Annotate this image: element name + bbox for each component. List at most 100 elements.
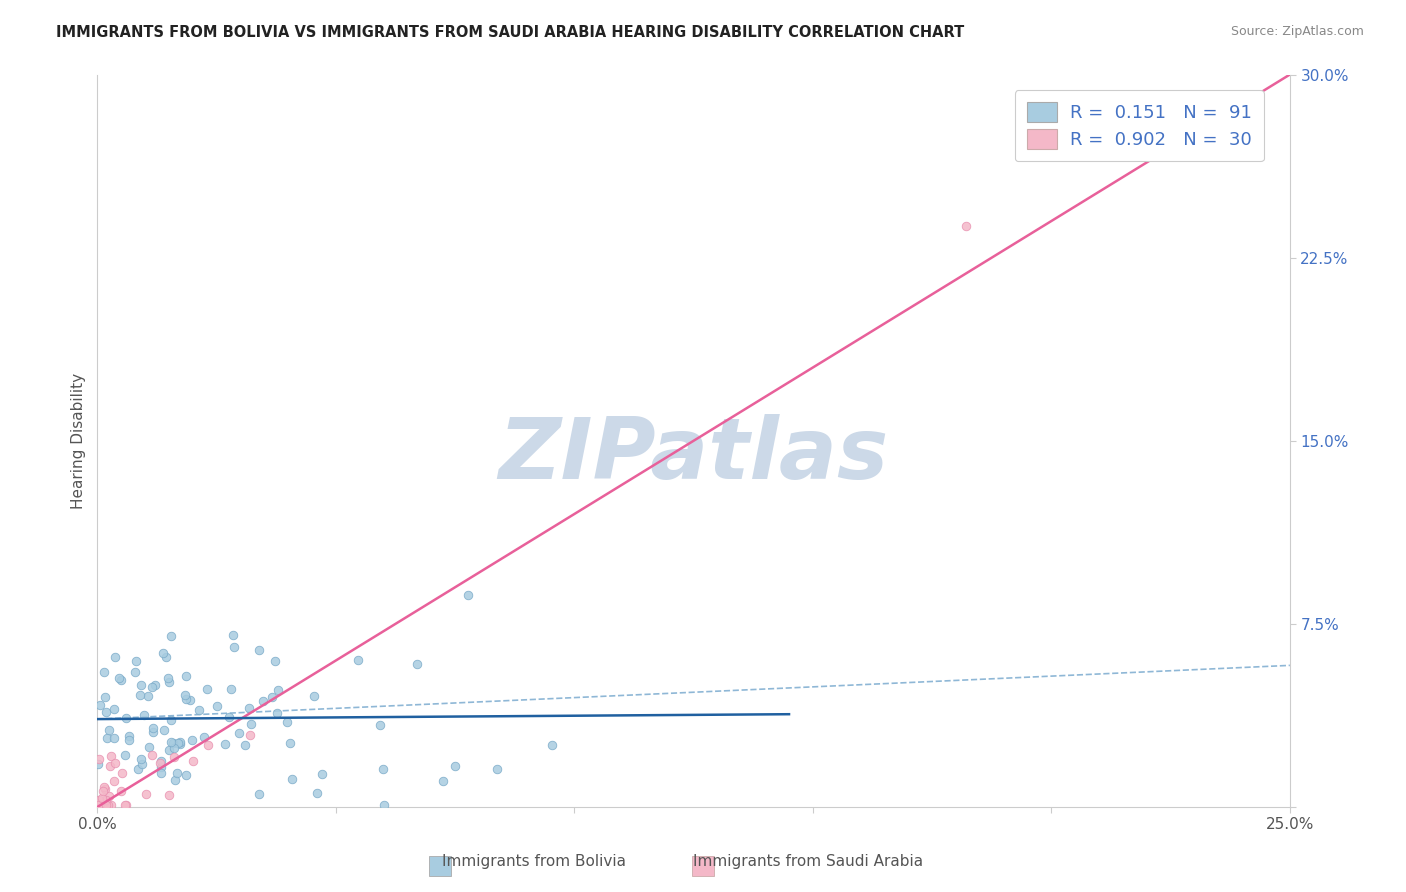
Point [96,731,118,745]
Point [94,690,117,704]
Point [187,703,209,717]
Point [110,783,132,797]
Point [238,701,260,715]
Point [222,627,245,641]
Point [174,768,197,782]
Point [134,707,156,722]
Point [93,665,115,679]
Point [305,786,328,800]
Point [174,691,197,706]
Point [141,721,163,735]
Point [136,689,159,703]
Point [195,681,218,696]
Point [541,738,564,752]
Point [311,767,333,781]
Point [98,789,121,804]
Point [224,640,246,654]
Point [181,733,204,747]
Point [159,789,181,803]
Point [405,657,427,672]
Point [150,766,173,780]
Point [163,749,186,764]
Point [150,755,173,769]
Point [129,689,152,703]
Point [138,740,160,755]
Point [160,734,183,748]
Point [368,718,391,732]
Point [127,762,149,776]
Point [486,762,509,776]
Point [131,756,153,771]
Point [373,797,395,812]
Point [166,736,188,750]
Point [252,694,274,708]
Point [124,665,146,679]
Point [266,706,288,721]
Point [86,756,108,771]
Point [111,766,134,780]
Point [193,730,215,744]
Point [115,711,138,725]
Point [87,797,110,812]
Point [89,698,111,712]
Point [444,759,467,773]
Point [159,629,181,643]
Point [104,649,127,664]
Point [100,748,122,763]
Point [239,716,262,731]
Point [166,766,188,780]
Point [221,682,243,697]
Point [104,756,127,771]
Point [97,723,120,737]
Point [218,710,240,724]
Point [141,680,163,694]
Point [955,219,977,233]
Point [100,797,122,812]
Point [247,643,270,657]
Point [118,733,141,747]
Point [114,748,136,763]
Point [174,669,197,683]
Point [110,673,132,688]
Point [160,713,183,727]
Point [135,787,157,801]
Point [278,736,301,750]
Point [152,646,174,660]
Point [346,652,368,666]
Point [162,740,184,755]
Text: Immigrants from Bolivia: Immigrants from Bolivia [443,854,626,869]
Point [143,678,166,692]
Point [162,736,184,750]
Point [96,706,118,720]
Point [96,793,118,807]
Point [89,752,111,766]
Point [207,698,229,713]
Point [91,784,114,798]
Point [457,588,479,602]
Point [233,739,256,753]
Point [239,728,262,742]
Point [264,654,287,668]
Point [90,797,112,812]
Point [108,671,131,685]
Point [131,677,153,691]
Point [149,760,172,774]
Point [373,762,395,776]
Point [432,773,454,788]
Point [103,731,125,745]
Text: Source: ZipAtlas.com: Source: ZipAtlas.com [1230,25,1364,38]
Point [267,683,290,698]
Point [142,725,165,739]
Point [169,737,191,751]
Point [304,689,326,703]
Point [276,714,298,729]
Point [155,650,177,665]
Point [152,723,174,738]
Point [197,739,219,753]
Point [280,772,302,786]
Point [125,654,148,668]
Point [260,690,283,704]
Point [141,748,163,763]
Point [93,780,115,795]
Point [97,797,120,812]
